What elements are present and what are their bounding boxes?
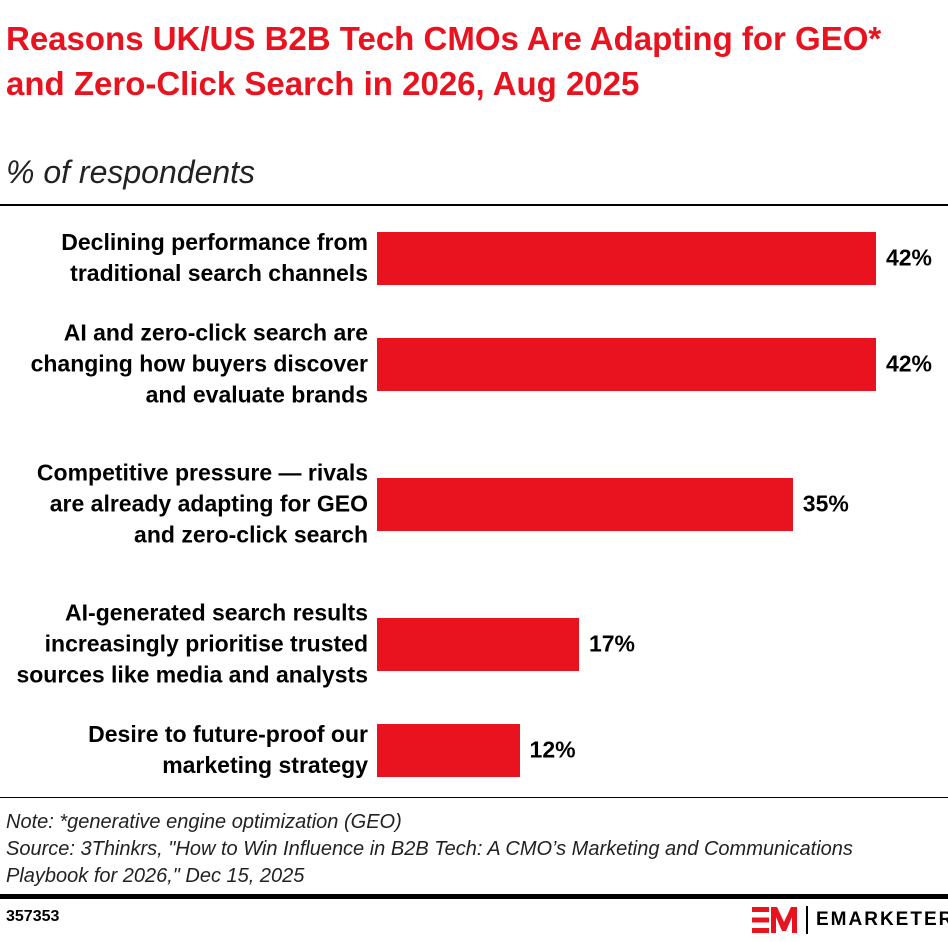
logo-divider [806, 906, 808, 934]
data-label: 35% [802, 490, 849, 517]
category-label: Desire to future-proof our marketing str… [88, 721, 368, 778]
data-label: 12% [529, 736, 576, 763]
category-label: AI-generated search results increasingly… [16, 599, 368, 688]
footer-rule [0, 797, 948, 798]
bar [377, 477, 793, 531]
chart-id: 357353 [6, 908, 60, 925]
data-label: 17% [588, 630, 635, 657]
bar [377, 231, 876, 285]
bar [377, 617, 579, 671]
bar [377, 723, 520, 777]
category-label: Declining performance from traditional s… [61, 229, 368, 286]
top-rule [0, 204, 948, 206]
brand-name: EMARKETER [816, 909, 948, 930]
em-logo-icon [752, 907, 797, 933]
footnote: Note: *generative engine optimization (G… [6, 811, 402, 833]
bottom-rule [0, 894, 948, 899]
emarketer-logo: EMARKETER [752, 906, 948, 934]
category-label: AI and zero-click search are changing ho… [30, 319, 368, 408]
data-label: 42% [885, 350, 932, 377]
chart-title: Reasons UK/US B2B Tech CMOs Are Adapting… [6, 20, 882, 102]
source-note: Source: 3Thinkrs, "How to Win Influence … [6, 838, 853, 887]
category-label: Competitive pressure — rivals are alread… [36, 459, 368, 548]
chart-subtitle: % of respondents [6, 154, 256, 190]
bar [377, 337, 876, 391]
data-label: 42% [885, 244, 932, 271]
